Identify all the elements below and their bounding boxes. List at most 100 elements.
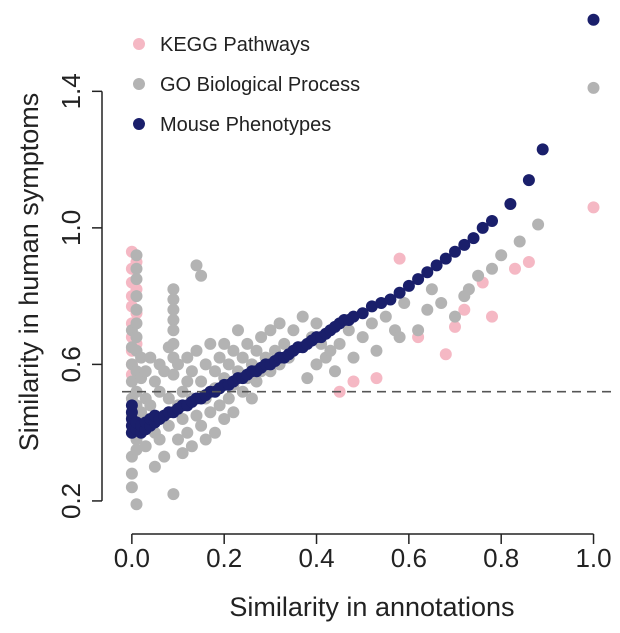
point-kegg — [393, 252, 406, 265]
point-mouse — [375, 297, 388, 309]
legend-label-mouse: Mouse Phenotypes — [160, 114, 331, 136]
point-go — [287, 324, 300, 337]
point-kegg — [587, 201, 600, 214]
point-go — [167, 368, 180, 381]
point-go — [190, 409, 203, 422]
point-go — [144, 351, 157, 364]
point-go — [356, 331, 369, 344]
point-go — [209, 426, 221, 439]
point-kegg — [522, 256, 535, 268]
legend-label-go: GO Biological Process — [160, 74, 360, 96]
point-go — [130, 498, 143, 511]
point-mouse — [476, 221, 489, 234]
point-go — [250, 344, 263, 357]
point-kegg — [370, 372, 383, 385]
point-go — [153, 433, 166, 446]
point-go — [158, 450, 171, 463]
point-go — [310, 358, 323, 371]
point-mouse — [402, 279, 415, 292]
x-tick-label: 0.0 — [114, 543, 150, 573]
point-go — [199, 358, 212, 371]
legend-marker-mouse — [133, 118, 145, 130]
point-kegg — [439, 348, 452, 361]
legend-marker-go — [133, 78, 145, 90]
y-axis-title: Similarity in human symptoms — [14, 93, 44, 452]
point-go — [209, 365, 221, 378]
point-mouse — [430, 259, 443, 272]
point-go — [213, 399, 226, 412]
point-go — [222, 392, 235, 405]
y-tick-label: 1.4 — [56, 73, 86, 109]
point-mouse — [458, 238, 471, 251]
point-go — [162, 392, 175, 405]
point-mouse — [439, 252, 452, 265]
point-mouse — [356, 307, 369, 320]
point-go — [425, 283, 438, 296]
point-mouse — [486, 215, 498, 227]
point-mouse — [125, 399, 138, 412]
point-go — [190, 259, 203, 272]
point-go — [130, 385, 143, 398]
point-mouse — [421, 266, 434, 279]
point-go — [167, 303, 180, 316]
point-go — [296, 310, 309, 323]
point-go — [167, 488, 180, 501]
legend: KEGG Pathways GO Biological Process Mous… — [133, 34, 360, 136]
point-go — [130, 331, 143, 344]
x-tick-label: 0.6 — [391, 543, 427, 573]
point-go — [365, 317, 378, 330]
point-go — [241, 337, 254, 350]
point-go — [130, 290, 143, 303]
point-go — [195, 419, 208, 432]
point-go — [333, 337, 346, 350]
point-go — [181, 375, 194, 388]
y-tick-label: 0.2 — [56, 483, 86, 519]
point-go — [324, 344, 337, 357]
point-go — [370, 344, 383, 357]
point-go — [232, 324, 244, 337]
y-axis-ticks: 0.2 0.6 1.0 1.4 — [56, 73, 102, 519]
point-go — [264, 324, 277, 337]
point-go — [412, 324, 425, 337]
point-go — [204, 337, 217, 350]
point-mouse — [412, 273, 425, 286]
point-go — [148, 460, 161, 473]
point-mouse — [587, 13, 600, 26]
point-go — [462, 283, 475, 296]
point-go — [139, 365, 152, 378]
y-tick-label: 0.6 — [56, 346, 86, 382]
point-go — [227, 344, 240, 357]
x-axis-ticks: 0.0 0.2 0.4 0.6 0.8 1.0 — [114, 534, 612, 573]
x-tick-label: 0.8 — [483, 543, 519, 573]
x-tick-label: 0.2 — [206, 543, 242, 573]
point-go — [125, 467, 138, 480]
data-points — [125, 13, 600, 511]
point-go — [167, 337, 180, 350]
point-go — [125, 481, 138, 494]
point-go — [222, 358, 235, 371]
point-go — [532, 218, 545, 231]
point-mouse — [522, 174, 535, 187]
x-tick-label: 1.0 — [575, 543, 611, 573]
point-go — [148, 375, 161, 388]
point-go — [486, 262, 498, 275]
point-go — [130, 317, 143, 330]
point-go — [167, 314, 180, 326]
point-go — [587, 81, 600, 94]
point-kegg — [458, 303, 471, 316]
point-mouse — [536, 143, 549, 156]
point-go — [245, 392, 258, 405]
point-go — [176, 413, 189, 425]
point-mouse — [504, 198, 517, 210]
point-go — [130, 273, 143, 286]
point-go — [347, 351, 360, 364]
point-go — [162, 419, 175, 432]
point-go — [125, 375, 138, 388]
point-go — [172, 358, 184, 371]
point-go — [185, 440, 198, 453]
point-kegg — [449, 320, 461, 333]
x-axis-title: Similarity in annotations — [229, 592, 514, 622]
point-go — [218, 413, 231, 425]
point-go — [167, 283, 180, 296]
